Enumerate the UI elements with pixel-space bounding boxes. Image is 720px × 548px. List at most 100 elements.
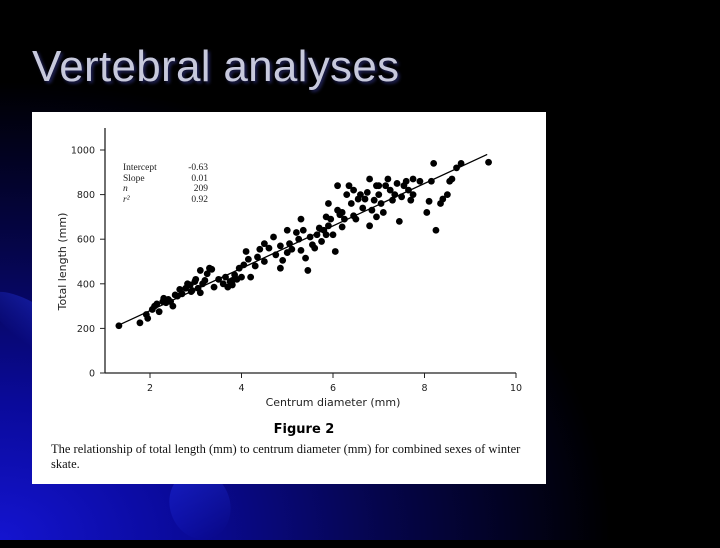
data-point xyxy=(343,191,351,198)
data-point xyxy=(196,289,204,297)
data-point xyxy=(325,200,332,207)
data-point xyxy=(361,195,369,203)
data-point xyxy=(306,233,314,241)
stat-label-slope: Slope xyxy=(123,173,145,184)
data-point xyxy=(407,196,415,204)
data-point xyxy=(389,196,396,204)
data-point xyxy=(430,159,438,167)
figure-label: Figure 2 xyxy=(273,422,335,437)
data-point xyxy=(240,261,248,269)
data-point xyxy=(297,246,305,254)
data-point xyxy=(256,245,264,253)
data-point xyxy=(318,238,325,245)
data-point xyxy=(297,215,305,223)
data-point xyxy=(416,177,424,185)
data-point xyxy=(359,204,367,212)
data-point xyxy=(178,290,186,298)
y-tick-label: 800 xyxy=(77,190,95,201)
data-point xyxy=(142,311,150,318)
data-point xyxy=(448,175,456,183)
data-point xyxy=(160,294,168,302)
data-point xyxy=(215,275,223,283)
data-point xyxy=(276,242,284,250)
data-point xyxy=(244,255,252,263)
y-tick-label: 1000 xyxy=(71,146,95,157)
data-point xyxy=(384,175,392,183)
data-point xyxy=(325,222,332,230)
data-point xyxy=(153,300,161,308)
data-point xyxy=(398,193,406,201)
data-point xyxy=(304,267,312,274)
y-tick-label: 0 xyxy=(89,369,95,380)
data-point xyxy=(201,277,209,284)
figure-panel: 0 200 400 600 800 1000 2 4 6 8 10 Centrum diameter … xyxy=(32,112,546,484)
data-point xyxy=(432,226,440,234)
data-point xyxy=(260,258,268,265)
data-point xyxy=(352,215,360,223)
data-point xyxy=(331,248,339,255)
data-point xyxy=(270,233,277,241)
data-point xyxy=(350,186,357,194)
data-point xyxy=(169,302,177,310)
data-point xyxy=(115,322,123,330)
data-point xyxy=(251,262,259,270)
scatter-chart: 0 200 400 600 800 1000 2 4 6 8 10 Centrum diameter … xyxy=(56,128,522,409)
data-point xyxy=(338,209,346,216)
x-tick-label: 2 xyxy=(147,383,153,394)
data-point xyxy=(283,226,291,234)
data-point xyxy=(329,231,337,239)
data-point xyxy=(279,256,287,264)
stat-label-n: n xyxy=(123,184,128,194)
data-point xyxy=(222,273,229,281)
data-point xyxy=(338,223,346,231)
stats-values: -0.63 0.01 209 0.92 xyxy=(180,163,208,205)
data-point xyxy=(379,209,387,216)
data-point xyxy=(136,319,144,327)
data-point xyxy=(327,215,335,223)
data-point xyxy=(210,283,218,291)
data-point xyxy=(302,254,309,262)
data-point xyxy=(405,186,412,194)
data-point xyxy=(443,191,451,198)
data-point xyxy=(423,209,431,216)
data-point xyxy=(260,240,268,248)
data-point xyxy=(228,281,236,289)
stat-value-intercept: -0.63 xyxy=(188,163,208,173)
data-point xyxy=(276,264,284,272)
x-tick-label: 4 xyxy=(238,383,244,394)
data-point xyxy=(192,275,200,283)
data-point xyxy=(286,240,293,248)
data-point xyxy=(453,164,460,172)
data-point xyxy=(288,245,296,253)
data-point xyxy=(311,244,319,252)
y-axis-label: Total length (mm) xyxy=(56,213,69,312)
stat-value-n: 209 xyxy=(193,184,208,194)
data-point xyxy=(208,265,216,273)
data-point xyxy=(377,200,385,207)
x-tick-label: 8 xyxy=(421,383,427,394)
data-point xyxy=(347,200,355,207)
data-point xyxy=(254,253,261,261)
data-point xyxy=(155,308,163,316)
data-point xyxy=(485,158,492,166)
x-tick-label: 6 xyxy=(330,383,336,394)
data-point xyxy=(238,273,245,281)
y-tick-label: 200 xyxy=(77,324,95,335)
data-point xyxy=(299,226,307,234)
data-point xyxy=(409,191,417,198)
data-point xyxy=(425,197,433,205)
stat-label-intercept: Intercept xyxy=(123,163,157,173)
data-point xyxy=(375,182,383,190)
data-point xyxy=(242,248,250,255)
data-point xyxy=(171,291,179,299)
x-axis-label: Centrum diameter (mm) xyxy=(266,396,401,409)
data-point xyxy=(368,206,376,214)
data-point xyxy=(457,159,465,167)
data-point xyxy=(370,196,378,204)
data-point xyxy=(334,182,341,190)
y-tick-label: 600 xyxy=(77,235,95,246)
data-point xyxy=(409,175,417,183)
data-point xyxy=(265,244,273,252)
data-point xyxy=(391,191,399,198)
data-point xyxy=(393,180,401,187)
